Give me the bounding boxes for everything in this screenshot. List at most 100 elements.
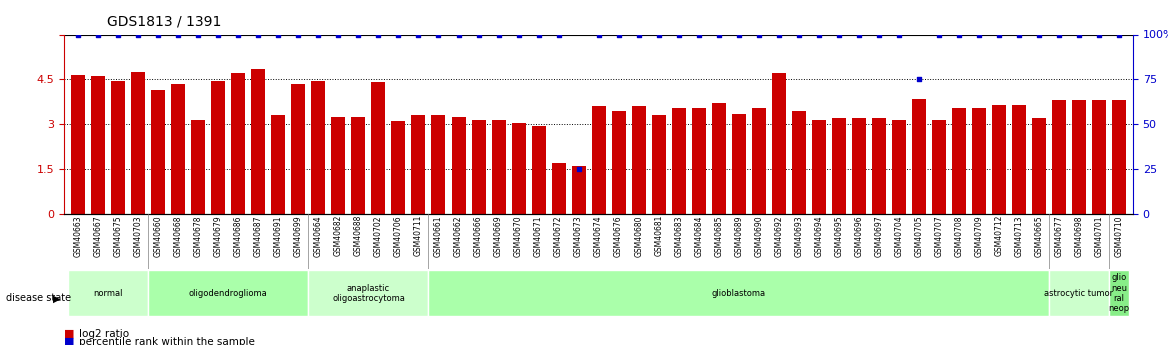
Bar [612,111,626,214]
Bar [71,75,85,214]
Text: GSM40665: GSM40665 [1035,215,1043,257]
Text: ■: ■ [64,329,75,339]
Text: GSM40695: GSM40695 [834,215,843,257]
Bar [812,120,826,214]
Bar [792,111,806,214]
Text: GSM40691: GSM40691 [273,215,283,256]
Point [669,32,688,37]
Bar [1052,100,1066,214]
Point [709,32,728,37]
Bar [551,163,565,214]
FancyBboxPatch shape [308,270,429,316]
Point [890,32,909,37]
Bar [332,117,346,214]
Point [750,32,769,37]
Bar [391,121,405,214]
FancyBboxPatch shape [68,270,148,316]
Point [1029,32,1048,37]
Text: GSM40680: GSM40680 [634,215,644,256]
Bar [932,120,946,214]
Bar [992,105,1006,214]
Bar [411,115,425,214]
Text: GSM40705: GSM40705 [915,215,924,257]
Point [249,32,267,37]
Point [969,32,988,37]
Text: GSM40709: GSM40709 [974,215,983,257]
Text: GSM40690: GSM40690 [755,215,763,257]
Bar [172,84,186,214]
Point [589,32,607,37]
Point [450,32,468,37]
Text: glioblastoma: glioblastoma [711,289,766,298]
Text: GSM40685: GSM40685 [714,215,723,256]
Text: GDS1813 / 1391: GDS1813 / 1391 [107,14,222,28]
Point [869,32,888,37]
Text: GSM40676: GSM40676 [614,215,623,257]
Bar [211,81,225,214]
Text: GSM40669: GSM40669 [494,215,503,257]
Point [470,32,488,37]
Bar [1112,100,1126,214]
Bar [832,118,846,214]
Text: GSM40660: GSM40660 [154,215,162,257]
Point [349,32,368,37]
Bar [152,90,166,214]
Bar [312,81,326,214]
Text: astrocytic tumor: astrocytic tumor [1044,289,1113,298]
Text: GSM40677: GSM40677 [1055,215,1063,257]
Text: anaplastic
oligoastrocytoma: anaplastic oligoastrocytoma [332,284,405,303]
Point [389,32,408,37]
Point [950,32,968,37]
FancyBboxPatch shape [429,270,1049,316]
Text: GSM40686: GSM40686 [234,215,243,256]
Point [409,32,427,37]
Text: GSM40706: GSM40706 [394,215,403,257]
Bar [592,106,605,214]
Point [109,32,127,37]
Text: GSM40708: GSM40708 [954,215,964,256]
Text: GSM40684: GSM40684 [694,215,703,256]
Text: GSM40702: GSM40702 [374,215,383,256]
Bar [752,108,766,214]
Bar [1072,100,1086,214]
Point [1009,32,1028,37]
Point [569,166,588,172]
Bar [972,108,986,214]
Point [489,32,508,37]
Bar [892,120,906,214]
Text: GSM40693: GSM40693 [794,215,804,257]
Point [209,32,228,37]
Bar [251,69,265,214]
Point [770,32,788,37]
Text: GSM40681: GSM40681 [654,215,663,256]
Point [509,32,528,37]
Point [69,32,88,37]
Bar [711,103,725,214]
Bar [512,123,526,214]
Point [329,32,348,37]
Text: GSM40701: GSM40701 [1094,215,1104,256]
Text: GSM40689: GSM40689 [735,215,743,256]
Point [1090,32,1108,37]
Text: GSM40696: GSM40696 [854,215,863,257]
Bar [731,114,745,214]
Bar [691,108,705,214]
Point [610,32,628,37]
Point [128,32,147,37]
Bar [492,120,506,214]
Text: GSM40682: GSM40682 [334,215,343,256]
Text: GSM40675: GSM40675 [113,215,123,257]
Point [229,32,248,37]
Text: log2 ratio: log2 ratio [79,329,130,339]
Text: GSM40661: GSM40661 [434,215,443,256]
Point [649,32,668,37]
Text: GSM40668: GSM40668 [174,215,183,256]
Point [1070,32,1089,37]
Text: GSM40712: GSM40712 [994,215,1003,256]
Bar [851,118,865,214]
Text: GSM40667: GSM40667 [93,215,103,257]
Bar [452,117,466,214]
Bar [1011,105,1026,214]
Bar [231,73,245,214]
Point [729,32,748,37]
